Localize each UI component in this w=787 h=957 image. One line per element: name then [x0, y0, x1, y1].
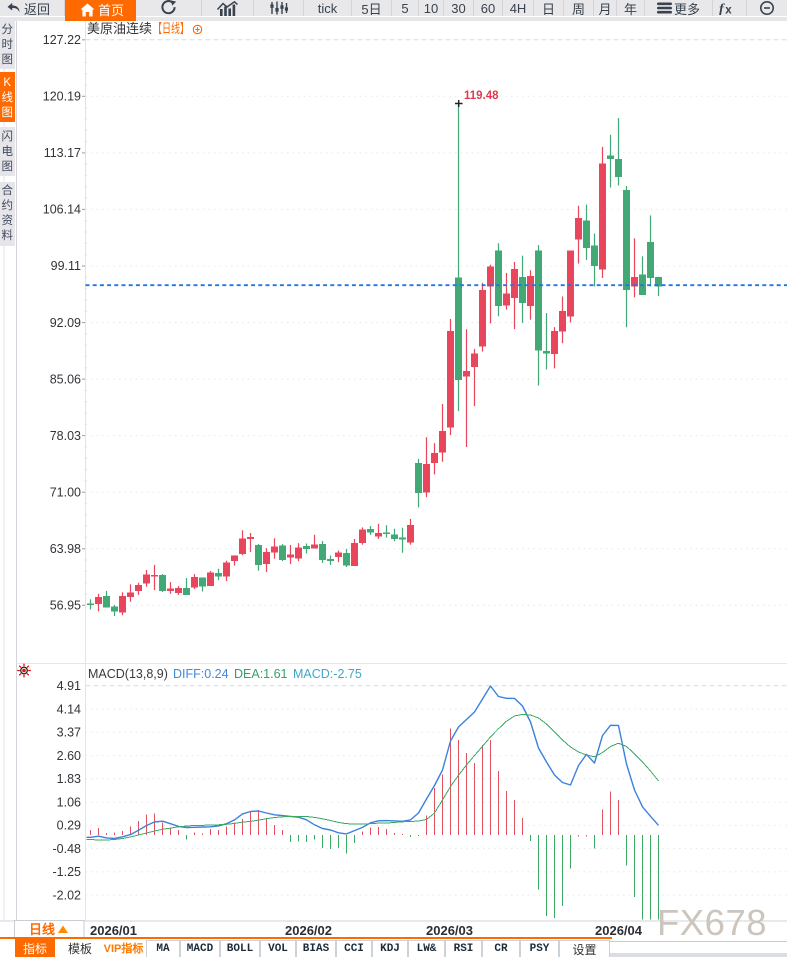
svg-text:56.95: 56.95: [50, 599, 81, 613]
svg-text:-1.25: -1.25: [53, 865, 82, 879]
svg-text:0.29: 0.29: [57, 819, 81, 833]
svg-text:119.48: 119.48: [464, 90, 499, 102]
svg-text:FX678: FX678: [657, 902, 767, 943]
svg-text:71.00: 71.00: [50, 485, 81, 499]
svg-text:x: x: [725, 5, 732, 16]
svg-text:-2.02: -2.02: [53, 888, 82, 902]
svg-text:美原油连续: 美原油连续: [87, 21, 152, 36]
svg-text:2026/02: 2026/02: [285, 923, 332, 938]
svg-text:113.17: 113.17: [44, 146, 81, 160]
svg-text:f: f: [719, 2, 725, 15]
svg-text:4.91: 4.91: [57, 679, 81, 693]
svg-text:MACD(13,8,9): MACD(13,8,9): [88, 667, 168, 681]
svg-text:【日线】: 【日线】: [153, 21, 189, 36]
svg-text:63.98: 63.98: [50, 542, 81, 556]
svg-text:106.14: 106.14: [43, 203, 81, 217]
svg-text:日线: 日线: [29, 922, 55, 937]
svg-text:78.03: 78.03: [50, 429, 81, 443]
svg-text:4.14: 4.14: [57, 702, 81, 716]
svg-text:DEA:1.61: DEA:1.61: [234, 667, 288, 681]
svg-text:MACD:-2.75: MACD:-2.75: [293, 667, 362, 681]
svg-text:1.83: 1.83: [57, 772, 81, 786]
svg-text:120.19: 120.19: [43, 90, 81, 104]
svg-text:-0.48: -0.48: [53, 842, 82, 856]
svg-text:2026/03: 2026/03: [426, 923, 473, 938]
svg-text:2026/04: 2026/04: [595, 923, 643, 938]
svg-text:85.06: 85.06: [50, 372, 81, 386]
svg-text:99.11: 99.11: [51, 259, 81, 273]
svg-text:1.06: 1.06: [57, 795, 81, 809]
svg-text:127.22: 127.22: [43, 33, 81, 47]
svg-text:2.60: 2.60: [57, 749, 81, 763]
svg-text:92.09: 92.09: [50, 316, 81, 330]
svg-text:DIFF:0.24: DIFF:0.24: [173, 667, 229, 681]
svg-text:3.37: 3.37: [57, 726, 81, 740]
svg-text:2026/01: 2026/01: [90, 923, 137, 938]
